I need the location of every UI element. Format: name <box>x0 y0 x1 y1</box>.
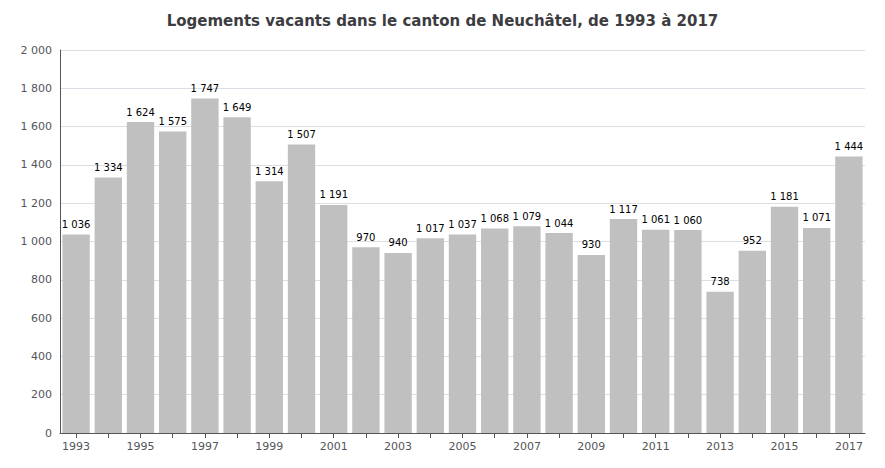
svg-text:2011: 2011 <box>642 440 670 453</box>
svg-text:2005: 2005 <box>449 440 477 453</box>
svg-text:0: 0 <box>45 427 52 440</box>
svg-text:1 061: 1 061 <box>641 214 670 225</box>
svg-text:1 036: 1 036 <box>62 219 91 230</box>
svg-text:2001: 2001 <box>320 440 348 453</box>
svg-text:1 071: 1 071 <box>802 212 831 223</box>
svg-text:2007: 2007 <box>513 440 541 453</box>
svg-text:Logements vacants dans le cant: Logements vacants dans le canton de Neuc… <box>167 12 719 30</box>
svg-text:400: 400 <box>31 350 52 363</box>
svg-text:1993: 1993 <box>62 440 90 453</box>
svg-text:1 000: 1 000 <box>21 235 53 248</box>
svg-text:1 314: 1 314 <box>255 166 284 177</box>
svg-text:1 068: 1 068 <box>480 213 509 224</box>
svg-text:2015: 2015 <box>771 440 799 453</box>
svg-text:1 079: 1 079 <box>513 211 542 222</box>
svg-text:1 507: 1 507 <box>287 129 316 140</box>
svg-text:1 649: 1 649 <box>223 102 252 113</box>
svg-text:1997: 1997 <box>191 440 219 453</box>
svg-text:2009: 2009 <box>577 440 605 453</box>
svg-text:1 400: 1 400 <box>21 158 53 171</box>
svg-text:1 181: 1 181 <box>770 191 799 202</box>
svg-text:1 200: 1 200 <box>21 197 53 210</box>
svg-text:940: 940 <box>389 237 408 248</box>
svg-text:600: 600 <box>31 312 52 325</box>
svg-text:1 747: 1 747 <box>191 83 220 94</box>
svg-text:1 600: 1 600 <box>21 120 53 133</box>
svg-text:1 044: 1 044 <box>545 218 574 229</box>
svg-text:738: 738 <box>711 276 730 287</box>
svg-text:930: 930 <box>582 239 601 250</box>
svg-text:1 117: 1 117 <box>609 204 638 215</box>
svg-text:1 444: 1 444 <box>835 141 864 152</box>
svg-text:800: 800 <box>31 273 52 286</box>
svg-text:2003: 2003 <box>384 440 412 453</box>
svg-text:1 060: 1 060 <box>674 215 703 226</box>
svg-text:952: 952 <box>743 235 762 246</box>
svg-text:1 191: 1 191 <box>319 189 348 200</box>
svg-text:2 000: 2 000 <box>21 44 53 57</box>
svg-text:1 017: 1 017 <box>416 223 445 234</box>
svg-text:1999: 1999 <box>255 440 283 453</box>
svg-text:1 575: 1 575 <box>158 116 187 127</box>
svg-text:2017: 2017 <box>835 440 863 453</box>
svg-text:2013: 2013 <box>706 440 734 453</box>
svg-text:200: 200 <box>31 388 52 401</box>
svg-text:1995: 1995 <box>127 440 155 453</box>
svg-text:1 037: 1 037 <box>448 219 477 230</box>
svg-text:1 334: 1 334 <box>94 162 123 173</box>
svg-text:1 624: 1 624 <box>126 107 155 118</box>
svg-text:970: 970 <box>356 232 375 243</box>
svg-text:1 800: 1 800 <box>21 82 53 95</box>
